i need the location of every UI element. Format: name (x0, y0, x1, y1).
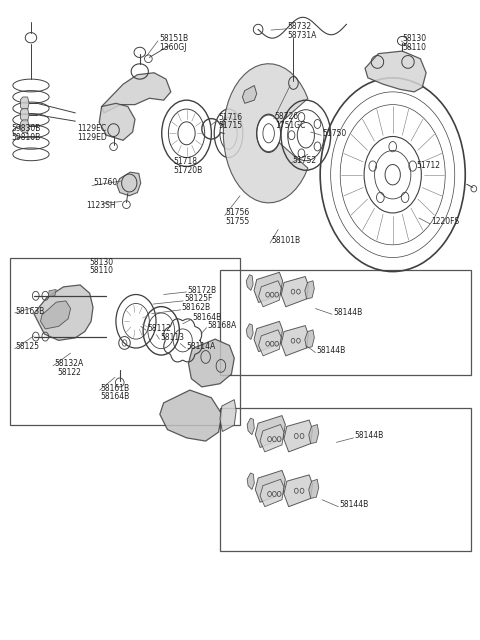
Text: 58144B: 58144B (355, 431, 384, 440)
Text: 58125: 58125 (16, 342, 40, 351)
Text: 58151B: 58151B (159, 34, 188, 43)
Polygon shape (254, 272, 283, 303)
Text: 58132A: 58132A (54, 360, 83, 369)
Text: 51718: 51718 (173, 157, 197, 166)
Text: 1129ED: 1129ED (77, 132, 107, 141)
Polygon shape (309, 479, 319, 499)
Text: 58114A: 58114A (187, 342, 216, 351)
Polygon shape (247, 418, 254, 435)
Polygon shape (40, 301, 71, 329)
Text: 1751GC: 1751GC (275, 120, 305, 129)
Text: 51752: 51752 (292, 156, 317, 165)
Polygon shape (247, 473, 254, 490)
Polygon shape (160, 390, 222, 441)
Polygon shape (365, 51, 426, 92)
Polygon shape (117, 172, 141, 196)
Text: 58168A: 58168A (207, 321, 237, 330)
Polygon shape (259, 330, 281, 356)
Polygon shape (99, 103, 135, 140)
Text: 58101B: 58101B (271, 237, 300, 246)
Polygon shape (284, 420, 312, 452)
Text: 59810B: 59810B (11, 132, 40, 141)
Text: 58112: 58112 (147, 324, 171, 333)
Polygon shape (305, 330, 314, 348)
Text: 51716: 51716 (218, 113, 243, 122)
Text: 58125F: 58125F (184, 294, 213, 303)
Text: 58162B: 58162B (182, 303, 211, 312)
Text: 58113: 58113 (160, 333, 184, 342)
Polygon shape (260, 479, 284, 507)
Text: 58732: 58732 (288, 22, 312, 31)
Polygon shape (21, 108, 29, 121)
Polygon shape (259, 281, 281, 307)
Polygon shape (21, 97, 29, 109)
Polygon shape (34, 285, 93, 340)
Text: 58144B: 58144B (339, 500, 369, 509)
Text: 51712: 51712 (417, 161, 441, 170)
Text: 59830B: 59830B (11, 124, 40, 133)
Text: 1123SH: 1123SH (86, 201, 116, 210)
Bar (220, 270, 471, 375)
Text: 58130: 58130 (90, 258, 114, 267)
Text: 58144B: 58144B (333, 308, 362, 317)
Polygon shape (260, 424, 284, 452)
Text: 58110: 58110 (90, 266, 114, 275)
Text: 51720B: 51720B (173, 166, 203, 175)
Polygon shape (220, 399, 236, 431)
Text: 51755: 51755 (226, 217, 250, 226)
Text: 51750: 51750 (322, 129, 347, 138)
Text: 58726: 58726 (275, 111, 299, 120)
Polygon shape (189, 339, 234, 387)
Text: 58130: 58130 (402, 34, 426, 43)
Polygon shape (309, 424, 319, 444)
Polygon shape (254, 321, 283, 351)
Polygon shape (48, 289, 56, 297)
Text: 58731A: 58731A (288, 31, 317, 40)
Polygon shape (246, 275, 253, 291)
Text: 58164B: 58164B (101, 392, 130, 401)
Text: 1360GJ: 1360GJ (159, 43, 186, 52)
Text: 1129EC: 1129EC (77, 124, 106, 133)
Polygon shape (21, 120, 29, 132)
Text: 58163B: 58163B (16, 307, 45, 316)
Polygon shape (284, 475, 312, 507)
Text: 58144B: 58144B (316, 346, 346, 355)
Text: 51715: 51715 (218, 121, 243, 130)
Polygon shape (305, 281, 314, 299)
Polygon shape (255, 470, 285, 502)
Polygon shape (281, 326, 309, 356)
Polygon shape (223, 64, 308, 203)
Text: 58110: 58110 (402, 43, 426, 52)
Text: 58122: 58122 (58, 368, 82, 377)
Text: 58164B: 58164B (192, 313, 222, 322)
Bar (10, 258, 240, 425)
Polygon shape (246, 324, 253, 339)
Polygon shape (242, 86, 257, 103)
Text: 51760: 51760 (93, 179, 117, 188)
Polygon shape (102, 73, 171, 113)
Bar (220, 408, 471, 550)
Text: 58161B: 58161B (101, 384, 130, 393)
Text: 1220FS: 1220FS (431, 218, 459, 227)
Polygon shape (255, 415, 285, 447)
Text: 58172B: 58172B (188, 285, 216, 294)
Polygon shape (281, 276, 309, 307)
Text: 51756: 51756 (226, 209, 250, 218)
